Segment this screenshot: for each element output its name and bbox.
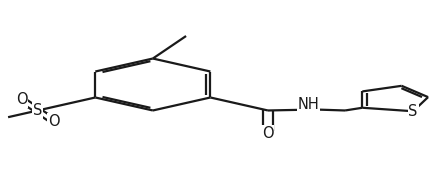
Text: NH: NH xyxy=(298,97,319,112)
Text: O: O xyxy=(262,126,274,141)
Text: O: O xyxy=(16,92,28,107)
Text: S: S xyxy=(33,103,43,118)
Text: S: S xyxy=(408,104,418,119)
Text: O: O xyxy=(48,114,60,129)
